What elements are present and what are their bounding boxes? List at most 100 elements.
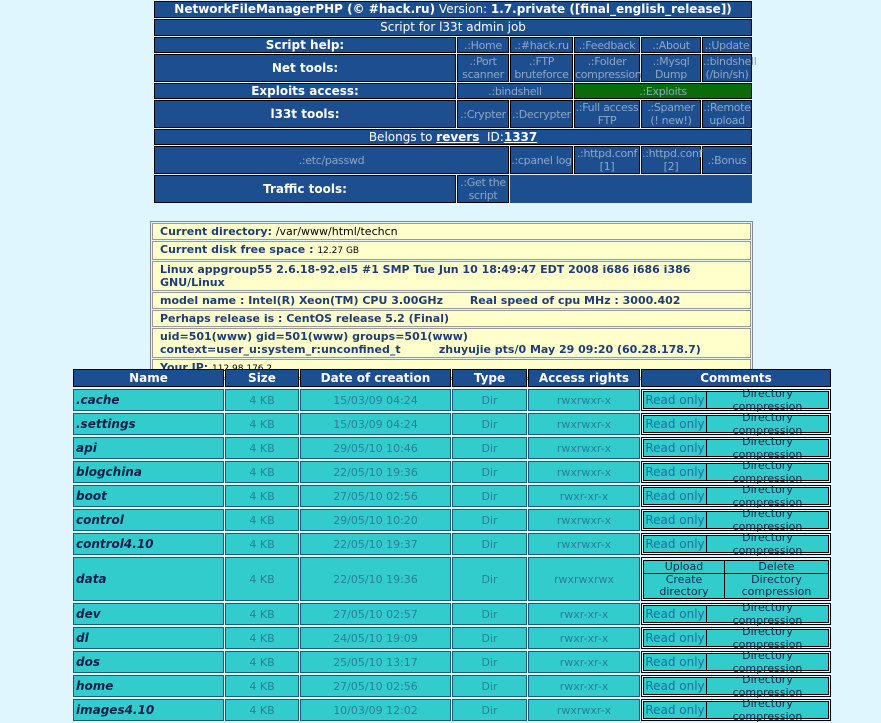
- directory-compression-button[interactable]: Directory compression: [707, 483, 828, 509]
- link-feedback[interactable]: .:Feedback: [574, 37, 640, 53]
- file-name[interactable]: api: [73, 437, 224, 459]
- file-size: 4 KB: [225, 557, 299, 601]
- id-link[interactable]: 1337: [503, 129, 538, 144]
- col-date[interactable]: Date of creation: [300, 369, 451, 387]
- cpu-info: model name : Intel(R) Xeon(TM) CPU 3.00G…: [152, 292, 751, 309]
- comments-cell: Read only Directory compression: [641, 387, 831, 413]
- link-about[interactable]: .:About: [641, 37, 701, 53]
- read-only-link[interactable]: Read only: [644, 392, 707, 408]
- col-size[interactable]: Size: [225, 369, 299, 387]
- file-name[interactable]: .cache: [73, 389, 224, 411]
- read-only-link[interactable]: Read only: [644, 630, 707, 646]
- file-rights[interactable]: rwxrwxr-x: [528, 437, 640, 459]
- file-name[interactable]: data: [73, 557, 224, 601]
- file-rights[interactable]: rwxrwxr-x: [528, 699, 640, 721]
- read-only-link[interactable]: Read only: [644, 416, 707, 432]
- link-home[interactable]: .:Home: [457, 37, 509, 53]
- link-bindshell-sh[interactable]: .:bindshell (/bin/sh): [702, 54, 757, 82]
- directory-compression-button[interactable]: Directory compression: [707, 673, 828, 699]
- delete-button[interactable]: Delete: [725, 560, 828, 573]
- l33t-tools-label: l33t tools:: [154, 100, 456, 128]
- directory-compression-button[interactable]: Directory compression: [707, 459, 828, 485]
- directory-compression-button[interactable]: Directory compression: [707, 507, 828, 533]
- file-rights[interactable]: rwxrwxr-x: [528, 533, 640, 555]
- link-bindshell[interactable]: .:bindshell: [457, 83, 573, 99]
- link-folder-compression[interactable]: .:Folder compression: [574, 54, 642, 82]
- link-get-script[interactable]: .:Get the script: [457, 175, 509, 203]
- link-bonus[interactable]: .:Bonus: [702, 146, 753, 174]
- read-only-link[interactable]: Read only: [644, 536, 707, 552]
- link-cpanel-log[interactable]: .:cpanel log: [510, 146, 573, 174]
- file-rights[interactable]: rwxrwxr-x: [528, 389, 640, 411]
- file-size: 4 KB: [225, 675, 299, 697]
- table-row: api 4 KB 29/05/10 10:46 Dir rwxrwxr-x Re…: [73, 435, 831, 461]
- link-ftp-bruteforce[interactable]: .:FTP bruteforce: [510, 54, 573, 82]
- file-name[interactable]: images4.10: [73, 699, 224, 721]
- file-date: 15/03/09 04:24: [300, 389, 451, 411]
- file-name[interactable]: dl: [73, 627, 224, 649]
- link-httpd-conf-1[interactable]: .:httpd.conf [1]: [574, 146, 640, 174]
- directory-compression-button[interactable]: Directory compression: [707, 531, 828, 557]
- table-row: boot 4 KB 27/05/10 02:56 Dir rwxr-xr-x R…: [73, 483, 831, 509]
- file-rights[interactable]: rwxr-xr-x: [528, 627, 640, 649]
- file-name[interactable]: home: [73, 675, 224, 697]
- col-rights[interactable]: Access rights: [528, 369, 640, 387]
- col-comments[interactable]: Comments: [641, 369, 831, 387]
- table-row: images4.10 4 KB 10/03/09 12:02 Dir rwxrw…: [73, 697, 831, 723]
- comments-cell: Read only Directory compression: [641, 625, 831, 651]
- file-name[interactable]: dos: [73, 651, 224, 673]
- file-rights[interactable]: rwxr-xr-x: [528, 651, 640, 673]
- file-rights[interactable]: rwxr-xr-x: [528, 603, 640, 625]
- directory-compression-button[interactable]: Directory compression: [725, 573, 828, 598]
- file-name[interactable]: boot: [73, 485, 224, 507]
- comments-cell: Read only Directory compression: [641, 459, 831, 485]
- file-rights[interactable]: rwxr-xr-x: [528, 675, 640, 697]
- read-only-link[interactable]: Read only: [644, 440, 707, 456]
- file-name[interactable]: .settings: [73, 413, 224, 435]
- directory-compression-button[interactable]: Directory compression: [707, 625, 828, 651]
- file-rights[interactable]: rwxrwxr-x: [528, 461, 640, 483]
- owner-link[interactable]: revers: [436, 129, 480, 144]
- file-rights[interactable]: rwxrwxr-x: [528, 509, 640, 531]
- read-only-link[interactable]: Read only: [644, 512, 707, 528]
- table-row: data 4 KB 22/05/10 19:36 Dir rwxrwxrwx U…: [73, 557, 831, 601]
- read-only-link[interactable]: Read only: [644, 678, 707, 694]
- link-httpd-conf-2[interactable]: .:httpd.conf [2]: [641, 146, 703, 174]
- upload-button[interactable]: Upload: [644, 560, 724, 573]
- file-rights[interactable]: rwxrwxr-x: [528, 413, 640, 435]
- file-rights[interactable]: rwxr-xr-x: [528, 485, 640, 507]
- link-exploits[interactable]: .:Exploits: [574, 83, 753, 99]
- directory-compression-button[interactable]: Directory compression: [707, 435, 828, 461]
- file-rights[interactable]: rwxrwxrwx: [528, 557, 640, 601]
- directory-compression-button[interactable]: Directory compression: [707, 601, 828, 627]
- link-etc-passwd[interactable]: .:etc/passwd: [154, 146, 509, 174]
- read-only-link[interactable]: Read only: [644, 606, 707, 622]
- file-size: 4 KB: [225, 533, 299, 555]
- link-decrypter[interactable]: .:Decrypter: [510, 100, 573, 128]
- file-name[interactable]: control4.10: [73, 533, 224, 555]
- file-name[interactable]: dev: [73, 603, 224, 625]
- link-remote-upload[interactable]: .:Remote upload: [702, 100, 753, 128]
- col-type[interactable]: Type: [452, 369, 527, 387]
- file-name[interactable]: blogchina: [73, 461, 224, 483]
- read-only-link[interactable]: Read only: [644, 488, 707, 504]
- link-crypter[interactable]: .:Crypter: [457, 100, 509, 128]
- link-hackru[interactable]: .:#hack.ru: [510, 37, 573, 53]
- read-only-link[interactable]: Read only: [644, 654, 707, 670]
- create-directory-button[interactable]: Create directory: [644, 573, 724, 598]
- file-type: Dir: [452, 437, 527, 459]
- directory-compression-button[interactable]: Directory compression: [707, 649, 828, 675]
- link-mysql-dump[interactable]: .:Mysql Dump: [641, 54, 701, 82]
- link-update[interactable]: .:Update: [702, 37, 753, 53]
- file-name[interactable]: control: [73, 509, 224, 531]
- directory-compression-button[interactable]: Directory compression: [707, 387, 828, 413]
- read-only-link[interactable]: Read only: [644, 464, 707, 480]
- link-spamer[interactable]: .:Spamer (! new!): [641, 100, 701, 128]
- directory-compression-button[interactable]: Directory compression: [707, 411, 828, 437]
- table-row: control4.10 4 KB 22/05/10 19:37 Dir rwxr…: [73, 531, 831, 557]
- link-port-scanner[interactable]: .:Port scanner: [457, 54, 509, 82]
- read-only-link[interactable]: Read only: [644, 702, 707, 718]
- col-name[interactable]: Name: [73, 369, 224, 387]
- directory-compression-button[interactable]: Directory compression: [707, 697, 828, 723]
- link-full-access-ftp[interactable]: .:Full access FTP: [574, 100, 640, 128]
